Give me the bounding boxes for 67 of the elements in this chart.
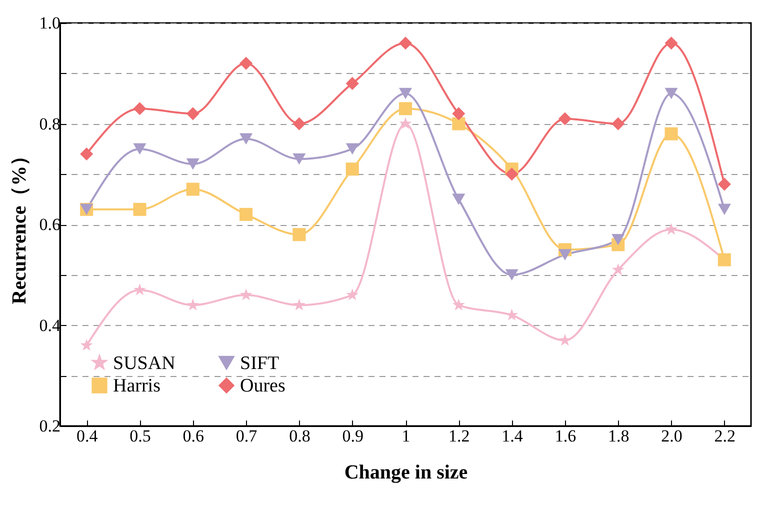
point [398,88,412,100]
point [186,107,200,120]
point [664,36,678,50]
point [452,194,466,205]
y-tick-label: 0.6 [39,215,60,234]
y-tick-label: 1.0 [39,14,60,32]
x-tick-label: 1.8 [608,426,630,446]
x-tick-label: 0.8 [289,426,310,446]
y-tick-label: 0.8 [39,114,60,134]
x-tick-label: 0.9 [342,426,364,446]
point [292,228,306,242]
point [346,162,359,176]
point [399,117,412,130]
point [240,288,252,300]
point [80,147,94,160]
x-tick-label: 1.2 [448,426,470,446]
point [718,204,731,216]
point [612,234,625,246]
point [452,117,466,130]
y-tick-label: 0.2 [39,416,60,436]
point [134,283,146,296]
point [133,143,146,155]
point [718,178,731,191]
y-tick-label: 0.4 [39,316,61,335]
x-tick-label: 0.5 [130,426,151,446]
point [292,153,306,165]
point [240,208,253,221]
point [292,298,306,310]
point [664,127,678,140]
point [664,88,678,100]
point [186,158,200,170]
point [133,102,146,116]
x-tick-label: 2.2 [714,426,736,446]
x-tick-label: 1.6 [554,426,576,446]
point [240,56,253,70]
point [133,202,146,216]
point [452,107,466,120]
point [558,112,572,126]
x-tick-label: 0.6 [182,426,204,446]
point [505,168,518,181]
point [292,117,306,130]
point [346,76,359,90]
x-tick-label: 0.7 [236,426,258,446]
point [346,143,359,155]
point [346,288,359,300]
legend-label: Oures [240,376,286,396]
point [80,338,93,351]
point [558,249,572,260]
point [505,269,518,281]
point [186,182,200,196]
point [612,117,625,130]
x-tick-label: 0.4 [76,426,98,446]
point [612,263,624,276]
legend-label: SIFT [240,352,280,374]
x-tick-label: 1.4 [502,426,524,446]
point [398,36,412,50]
point [665,223,678,235]
x-tick-label: 1 [402,426,410,446]
x-axis-title: Change in size [344,462,468,484]
point [398,102,412,116]
point [452,298,465,310]
point [186,298,200,310]
point [240,133,253,145]
x-tick-label: 2.0 [661,426,682,446]
y-axis-title: Recurrence（%） [8,146,30,304]
legend-label: SUSAN [113,352,176,374]
legend-label: Harris [113,376,160,396]
